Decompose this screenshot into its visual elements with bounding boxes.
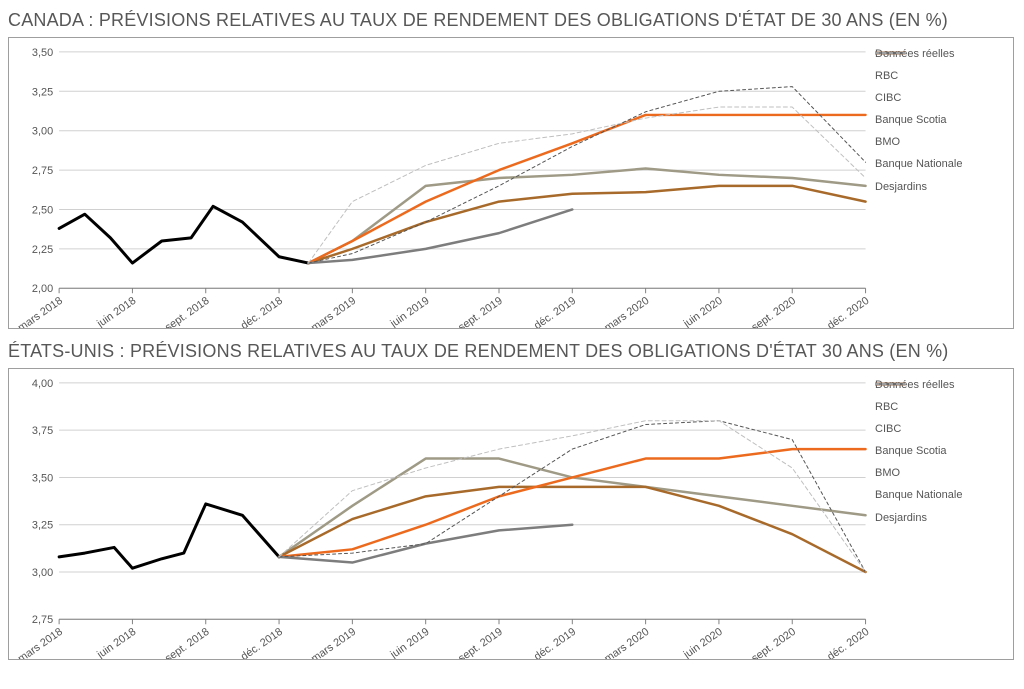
svg-text:déc. 2020: déc. 2020 [825,626,871,659]
svg-text:mars 2018: mars 2018 [16,295,65,328]
svg-text:2,25: 2,25 [32,244,53,256]
chart-title-us: ÉTATS-UNIS : PRÉVISIONS RELATIVES AU TAU… [8,341,1016,362]
svg-text:déc. 2019: déc. 2019 [532,295,578,328]
legend-canada: Données réellesRBCCIBCBanque ScotiaBMOBa… [875,48,1005,203]
svg-text:3,25: 3,25 [32,86,53,98]
chart-panel-us: 2,75 3,00 3,25 3,50 3,75 4,00 mars 2018 juin 20… [8,368,1014,660]
svg-text:juin 2020: juin 2020 [681,295,725,328]
legend-item: Desjardins [875,181,1005,193]
svg-text:sept. 2020: sept. 2020 [749,295,798,328]
svg-text:juin 2018: juin 2018 [94,626,138,659]
svg-text:sept. 2019: sept. 2019 [456,295,505,328]
svg-text:3,00: 3,00 [32,126,53,138]
svg-text:3,50: 3,50 [32,47,53,59]
chart-svg-canada: 2,00 2,25 2,50 2,75 3,00 3,25 3,50 mars 2018 jui… [9,38,1013,328]
svg-text:2,00: 2,00 [32,283,53,295]
chart-panel-canada: 2,00 2,25 2,50 2,75 3,00 3,25 3,50 mars 2018 jui… [8,37,1014,329]
svg-text:3,50: 3,50 [32,472,53,484]
svg-text:2,50: 2,50 [32,204,53,216]
chart-svg-us: 2,75 3,00 3,25 3,50 3,75 4,00 mars 2018 juin 20… [9,369,1013,659]
svg-text:juin 2020: juin 2020 [681,626,725,659]
svg-text:sept. 2020: sept. 2020 [749,626,798,659]
legend-item: Desjardins [875,512,1005,524]
svg-text:mars 2020: mars 2020 [602,295,651,328]
svg-text:juin 2019: juin 2019 [388,295,432,328]
svg-text:sept. 2019: sept. 2019 [456,626,505,659]
svg-text:2,75: 2,75 [32,614,53,626]
svg-text:3,25: 3,25 [32,520,53,532]
svg-text:sept. 2018: sept. 2018 [163,626,212,659]
svg-text:déc. 2018: déc. 2018 [239,295,285,328]
chart-title-canada: CANADA : PRÉVISIONS RELATIVES AU TAUX DE… [8,10,1016,31]
svg-text:mars 2018: mars 2018 [16,626,65,659]
svg-text:juin 2019: juin 2019 [388,626,432,659]
svg-text:juin 2018: juin 2018 [94,295,138,328]
svg-text:déc. 2020: déc. 2020 [825,295,871,328]
svg-text:mars 2019: mars 2019 [309,626,358,659]
svg-text:4,00: 4,00 [32,378,53,390]
legend-us: Données réellesRBCCIBCBanque ScotiaBMOBa… [875,379,1005,534]
svg-text:mars 2019: mars 2019 [309,295,358,328]
svg-text:2,75: 2,75 [32,165,53,177]
svg-text:mars 2020: mars 2020 [602,626,651,659]
svg-text:déc. 2018: déc. 2018 [239,626,285,659]
svg-text:déc. 2019: déc. 2019 [532,626,578,659]
svg-text:3,00: 3,00 [32,567,53,579]
svg-text:sept. 2018: sept. 2018 [163,295,212,328]
svg-text:3,75: 3,75 [32,425,53,437]
